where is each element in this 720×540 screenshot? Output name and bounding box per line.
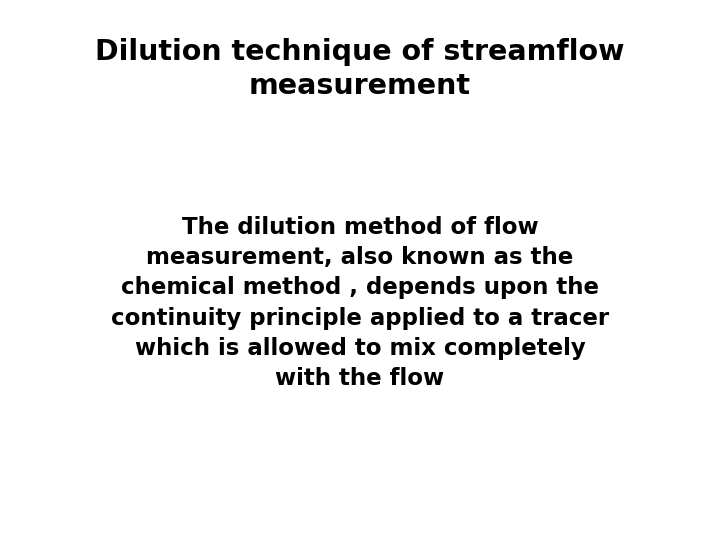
Text: The dilution method of flow
measurement, also known as the
chemical method , dep: The dilution method of flow measurement,… — [111, 216, 609, 390]
Text: Dilution technique of streamflow
measurement: Dilution technique of streamflow measure… — [95, 38, 625, 100]
